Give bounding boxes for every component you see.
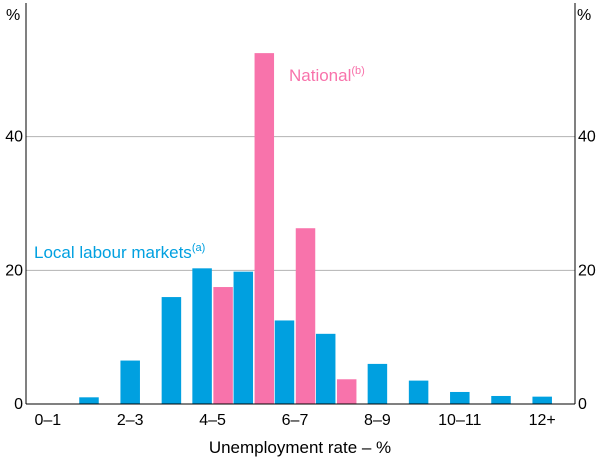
bar-local-labour-markets-11 <box>491 395 511 404</box>
x-tick-label-4: 4–5 <box>199 412 226 429</box>
x-tick-label-6: 6–7 <box>282 412 309 429</box>
y-tick-left-20: 20 <box>5 262 23 279</box>
bar-local-labour-markets-9 <box>408 380 429 404</box>
y-tick-right-0: 0 <box>578 396 587 413</box>
bar-national-5 <box>254 53 275 404</box>
y-unit-left: % <box>6 7 20 24</box>
y-tick-left-0: 0 <box>14 396 23 413</box>
bar-national-6 <box>295 228 316 404</box>
bar-local-labour-markets-3 <box>161 297 182 404</box>
x-tick-label-2: 2–3 <box>117 412 144 429</box>
national-label: National <box>289 66 351 85</box>
bar-local-labour-markets-2 <box>120 360 140 404</box>
x-tick-label-12: 12+ <box>529 412 556 429</box>
bar-local-labour-markets-8 <box>367 363 388 404</box>
bar-national-4 <box>213 287 233 404</box>
x-tick-label-0: 0–1 <box>34 412 61 429</box>
national-annotation: National(b) <box>289 65 365 85</box>
local-labour-markets-footnote: (a) <box>192 242 205 254</box>
bar-local-labour-markets-5 <box>233 271 254 404</box>
y-unit-right: % <box>577 7 591 24</box>
bar-local-labour-markets-7 <box>315 333 336 404</box>
bar-national-7 <box>336 379 357 404</box>
bar-local-labour-markets-6 <box>274 320 295 404</box>
bar-local-labour-markets-4 <box>192 268 212 404</box>
y-tick-right-20: 20 <box>578 262 596 279</box>
local-labour-markets-label: Local labour markets <box>34 243 192 262</box>
y-tick-left-40: 40 <box>5 129 23 146</box>
local-labour-markets-annotation: Local labour markets(a) <box>34 242 205 262</box>
x-tick-label-8: 8–9 <box>364 412 391 429</box>
y-tick-labels: 0 0 20 20 40 40 <box>5 129 596 413</box>
bars <box>79 53 552 404</box>
y-tick-right-40: 40 <box>578 129 596 146</box>
bar-local-labour-markets-1 <box>79 397 99 404</box>
bar-local-labour-markets-12 <box>532 396 552 404</box>
x-axis-label: Unemployment rate – % <box>209 438 391 457</box>
x-tick-label-10: 10–11 <box>438 412 481 429</box>
national-footnote: (b) <box>351 65 364 77</box>
x-tick-labels: 0–1 2–3 4–5 6–7 8–9 10–11 12+ <box>34 412 555 429</box>
bar-local-labour-markets-10 <box>450 391 470 404</box>
